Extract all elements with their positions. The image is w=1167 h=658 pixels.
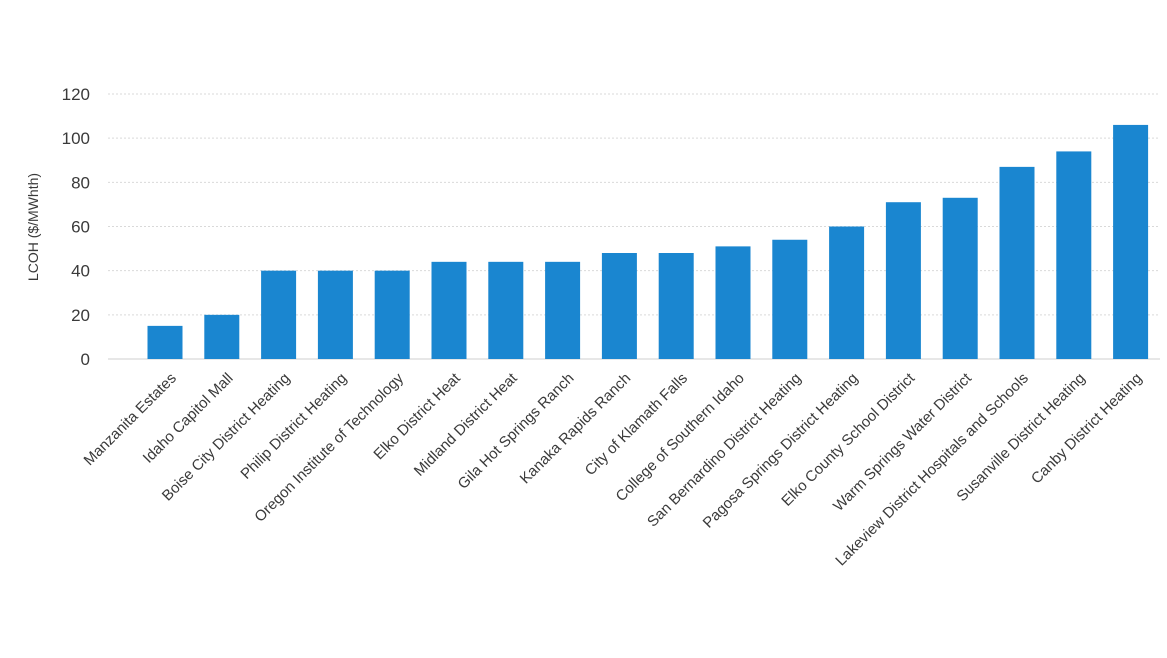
bar <box>374 270 410 359</box>
x-category-label: Kanaka Rapids Ranch <box>517 370 635 488</box>
bar <box>829 226 865 359</box>
bar <box>261 270 297 359</box>
x-category-label: Philip District Heating <box>237 370 350 483</box>
y-axis-title: LCOH ($/MWhth) <box>25 173 41 281</box>
bar <box>885 202 921 359</box>
x-category-label: Midland District Heat <box>411 369 521 479</box>
bar <box>658 253 694 359</box>
bar <box>1113 124 1149 360</box>
bar <box>204 314 240 359</box>
bar <box>715 246 751 359</box>
y-tick-label: 20 <box>71 306 90 325</box>
bar <box>999 166 1035 359</box>
x-category-label: Canby District Heating <box>1028 370 1146 488</box>
y-tick-label: 0 <box>81 350 90 369</box>
y-axis-ticks: 0 20 40 60 80 100 120 <box>62 85 90 369</box>
y-tick-label: 80 <box>71 173 90 192</box>
x-category-label: Manzanita Estates <box>81 370 180 469</box>
y-tick-label: 120 <box>62 85 90 104</box>
bar <box>147 325 183 359</box>
bar <box>431 261 467 359</box>
bar <box>1056 151 1092 359</box>
bar <box>545 261 581 359</box>
x-category-label: City of Klamath Falls <box>582 370 691 479</box>
bar <box>317 270 353 359</box>
bar <box>488 261 524 359</box>
y-tick-label: 100 <box>62 129 90 148</box>
bar <box>601 253 637 359</box>
y-tick-label: 40 <box>71 262 90 281</box>
y-tick-label: 60 <box>71 218 90 237</box>
bar <box>942 197 978 359</box>
x-category-label: Gila Hot Springs Ranch <box>455 370 578 493</box>
bar <box>772 239 808 359</box>
bars <box>147 124 1149 360</box>
